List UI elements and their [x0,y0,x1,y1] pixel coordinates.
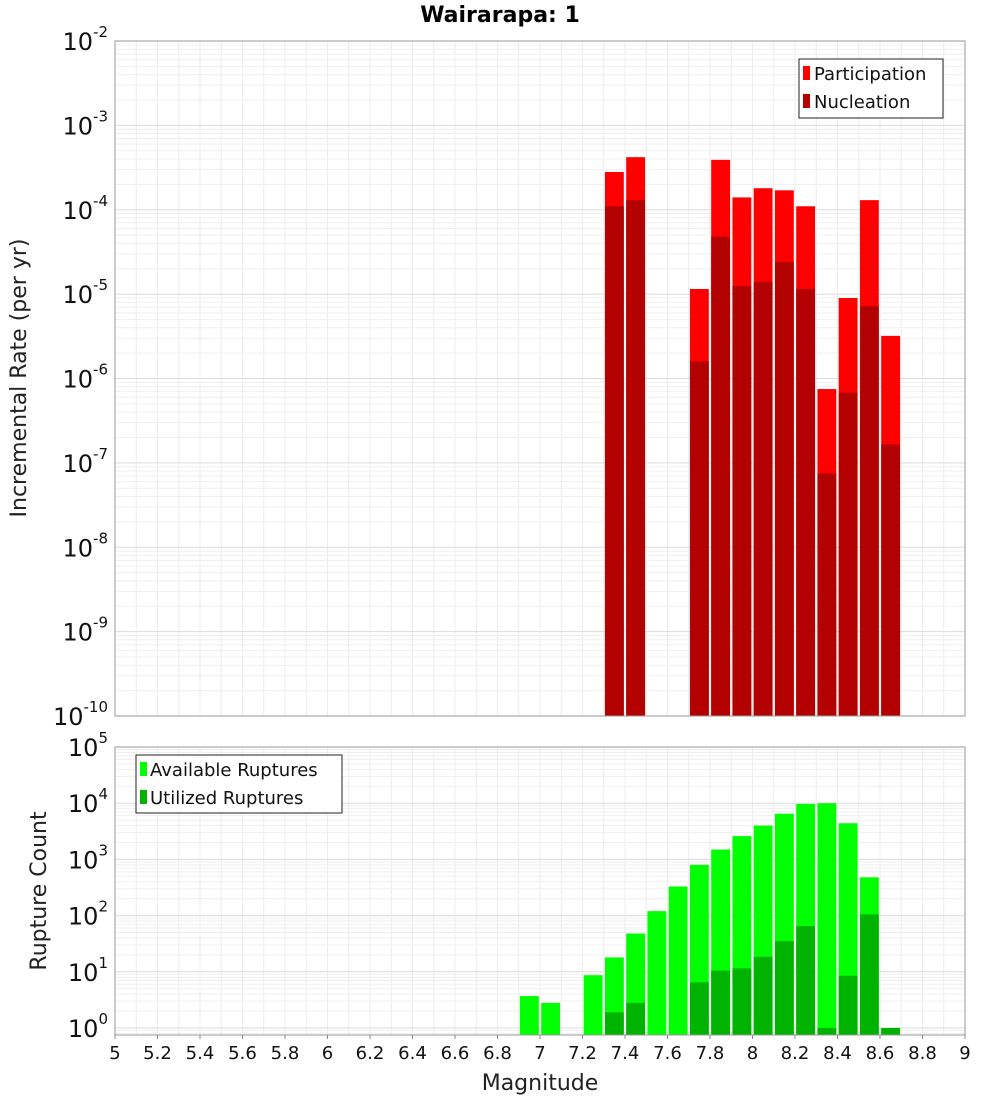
count-available-ruptures-bar [668,886,688,1035]
count-y-tick-label: 100 [68,1010,108,1043]
rate-y-ticks: 10-2 10-3 10-4 10-5 10-6 10-7 10-8 10-9 10-10 [53,23,108,731]
count-utilized-ruptures-bar [774,941,794,1035]
rate-legend-box [798,58,944,119]
x-tick-label: 7.8 [696,1043,725,1064]
count-y-axis-label: Rupture Count [27,811,52,971]
x-tick-label: 8.4 [823,1043,852,1064]
count-utilized-ruptures-bar [796,926,816,1035]
legend-swatch-available [140,762,147,776]
chart-title: Wairarapa: 1 [420,3,580,28]
count-panel: 105 104 103 102 101 100 5 5.2 5.4 5.6 5.8 6 6.2 6.4 6… [27,729,971,1096]
count-available-ruptures-bar [519,996,539,1035]
rate-y-tick-label: 10-9 [62,614,108,647]
x-tick-label: 7.2 [568,1043,597,1064]
x-tick-label: 6 [322,1043,333,1064]
rate-y-tick-label: 10-8 [62,529,108,562]
x-tick-label: 5.2 [143,1043,172,1064]
legend-swatch-participation [803,66,810,80]
rate-grid [114,41,966,717]
x-tick-label: 5 [109,1043,120,1064]
rate-y-tick-label: 10-5 [62,276,108,309]
x-axis-label: Magnitude [482,1071,599,1096]
rate-nucleation-bar [796,289,816,716]
x-tick-label: 9 [959,1043,970,1064]
count-utilized-ruptures-bar [732,968,752,1035]
x-tick-label: 5.4 [186,1043,215,1064]
rate-y-axis-label: Incremental Rate (per yr) [7,239,32,518]
count-utilized-ruptures-bar [881,1027,901,1035]
x-tick-label: 8.8 [908,1043,937,1064]
count-available-ruptures-bar [541,1002,561,1035]
x-tick-label: 6.6 [441,1043,470,1064]
count-available-ruptures-bar [647,911,667,1035]
rate-bars [604,157,901,717]
count-y-tick-label: 105 [68,729,108,762]
count-legend: Available Ruptures Utilized Ruptures [135,754,343,814]
magnitude-x-ticks: 5 5.2 5.4 5.6 5.8 6 6.2 6.4 6.6 6.8 7 7.2 7.4 7.6 7.8 8… [109,1035,971,1064]
rate-y-tick-label: 10-7 [62,445,108,478]
rate-legend: Participation Nucleation [798,58,944,119]
count-utilized-ruptures-bar [817,1027,837,1035]
rate-y-tick-label: 10-2 [62,23,108,56]
count-utilized-ruptures-bar [689,982,709,1035]
x-tick-label: 6.4 [398,1043,427,1064]
count-y-tick-label: 104 [68,785,108,818]
count-y-tick-label: 101 [68,954,108,987]
count-utilized-ruptures-bar [711,970,731,1035]
rate-y-tick-label: 10-4 [62,192,108,225]
rate-nucleation-bar [838,392,858,716]
legend-label-nucleation: Nucleation [814,92,910,113]
rate-nucleation-bar [711,236,731,716]
count-available-ruptures-bar [817,803,837,1035]
rate-y-tick-label: 10-3 [62,107,108,140]
x-tick-label: 7.6 [653,1043,682,1064]
legend-swatch-utilized [140,790,147,804]
legend-label-utilized: Utilized Ruptures [150,788,303,809]
rate-nucleation-bar [626,200,646,716]
count-utilized-ruptures-bar [604,1012,624,1035]
legend-swatch-nucleation [803,94,810,108]
x-tick-label: 5.8 [271,1043,300,1064]
count-utilized-ruptures-bar [859,914,879,1035]
rate-nucleation-bar [604,206,624,716]
rate-nucleation-bar [732,285,752,716]
x-tick-label: 8 [747,1043,758,1064]
count-y-ticks: 105 104 103 102 101 100 [68,729,108,1043]
x-tick-label: 8.6 [866,1043,895,1064]
x-tick-label: 6.8 [483,1043,512,1064]
count-y-tick-label: 103 [68,841,108,874]
x-tick-label: 5.6 [228,1043,257,1064]
legend-label-participation: Participation [814,64,926,85]
x-tick-label: 7.4 [611,1043,640,1064]
count-utilized-ruptures-bar [626,1002,646,1035]
legend-label-available: Available Ruptures [150,760,318,781]
rate-nucleation-bar [689,361,709,716]
count-utilized-ruptures-bar [753,956,773,1035]
rate-panel: 10-2 10-3 10-4 10-5 10-6 10-7 10-8 10-9 10-10 In… [7,23,966,731]
rate-nucleation-bar [753,281,773,716]
count-y-tick-label: 102 [68,898,108,931]
rate-y-tick-label: 10-10 [53,698,108,731]
count-legend-box [135,754,343,814]
x-tick-label: 8.2 [781,1043,810,1064]
count-utilized-ruptures-bar [838,975,858,1035]
count-bars [519,803,901,1035]
rate-plot-frame [114,40,966,717]
rate-nucleation-bar [859,306,879,716]
count-available-ruptures-bar [583,975,603,1035]
x-tick-label: 6.2 [356,1043,385,1064]
x-tick-label: 7 [534,1043,545,1064]
rate-nucleation-bar [817,473,837,716]
rate-y-tick-label: 10-6 [62,361,108,394]
rate-nucleation-bar [881,444,901,716]
rate-nucleation-bar [774,262,794,716]
